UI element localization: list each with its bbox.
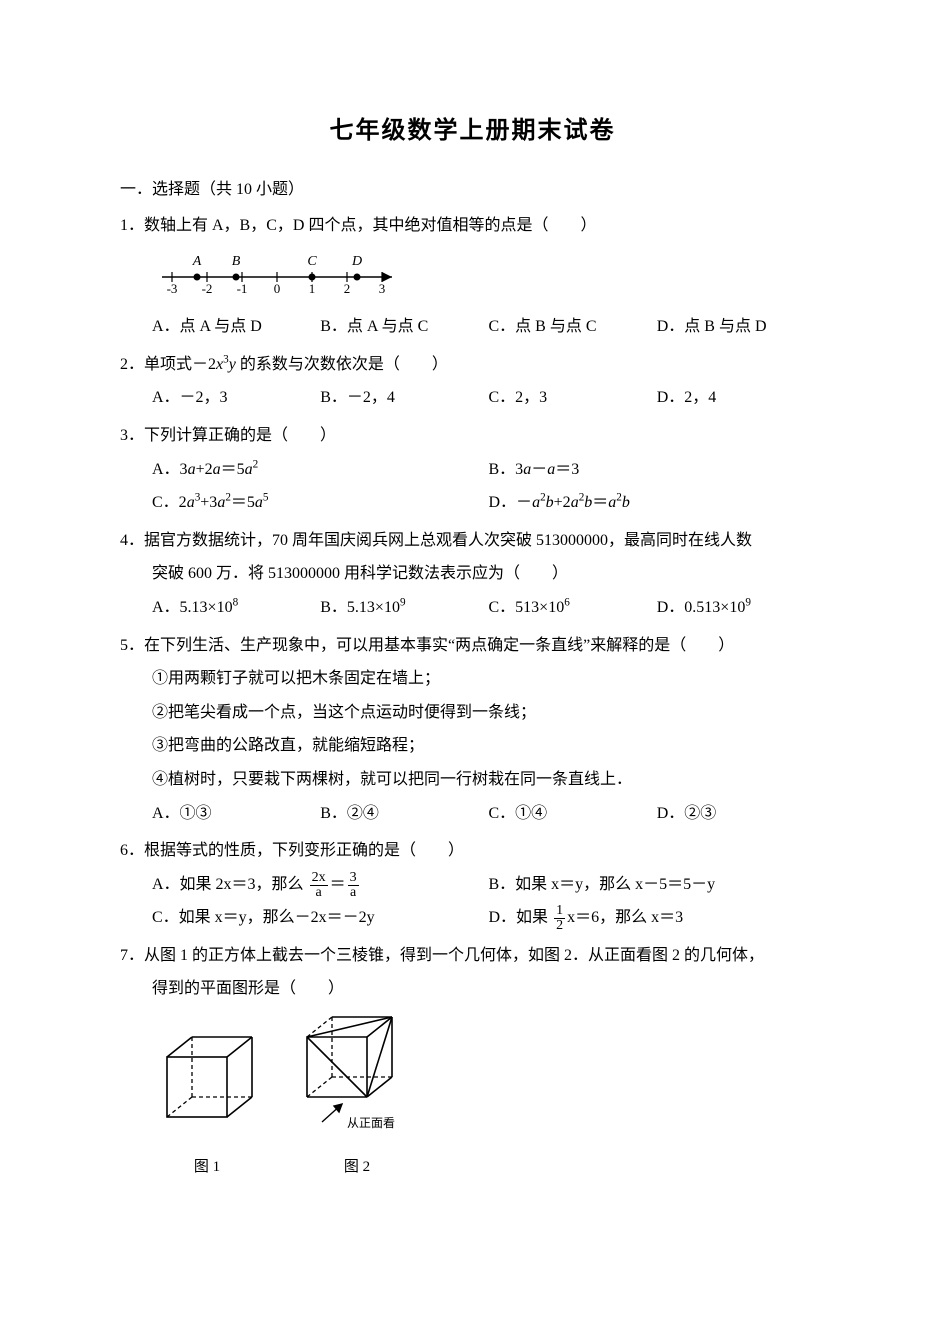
q6-a-f2n: 3 [348, 871, 359, 886]
svg-text:-2: -2 [202, 281, 213, 294]
q1-opt-d: D．点 B 与点 D [657, 310, 825, 344]
question-6: 6．根据等式的性质，下列变形正确的是（ ） A．如果 2x＝3，那么 2xa＝3… [120, 834, 825, 935]
question-3: 3．下列计算正确的是（ ） A．3a+2a＝5a2 B．3a－a＝3 C．2a3… [120, 419, 825, 520]
q6-options-row2: C．如果 x＝y，那么－2x＝－2y D．如果 12x＝6，那么 x＝3 [120, 901, 825, 935]
q5-opt-b: B．②④ [320, 797, 488, 831]
q4-line2: 突破 600 万．将 513000000 用科学记数法表示应为（ ） [120, 557, 825, 591]
q1-stem: 1．数轴上有 A，B，C，D 四个点，其中绝对值相等的点是（ ） [120, 209, 825, 243]
exam-page: 七年级数学上册期末试卷 一．选择题（共 10 小题） 1．数轴上有 A，B，C，… [0, 0, 945, 1337]
q5-opt-d: D．②③ [657, 797, 825, 831]
q5-stem: 5．在下列生活、生产现象中，可以用基本事实“两点确定一条直线”来解释的是（ ） [120, 629, 825, 663]
q4-opt-b: B．5.13×109 [320, 591, 488, 625]
q4-line1: 4．据官方数据统计，70 周年国庆阅兵网上总观看人次突破 513000000，最… [120, 524, 825, 558]
q5-l3: ③把弯曲的公路改直，就能缩短路程； [120, 729, 825, 763]
q4-opt-d: D．0.513×109 [657, 591, 825, 625]
q6-opt-b: B．如果 x＝y，那么 x－5＝5－y [489, 868, 826, 902]
svg-text:3: 3 [379, 281, 386, 294]
section-1-head: 一．选择题（共 10 小题） [120, 175, 825, 199]
q6-opt-d: D．如果 12x＝6，那么 x＝3 [489, 901, 826, 935]
q2-options: A．－2，3 B．－2，4 C．2，3 D．2，4 [120, 381, 825, 415]
q7-fig2: 从正面看 图 2 [292, 1012, 422, 1183]
question-5: 5．在下列生活、生产现象中，可以用基本事实“两点确定一条直线”来解释的是（ ） … [120, 629, 825, 831]
q7-figures: 图 1 [120, 1012, 825, 1183]
q7-fig1-caption: 图 1 [152, 1152, 262, 1184]
q3-opt-c: C．2a3+3a2＝5a5 [152, 486, 489, 520]
q6-opt-c: C．如果 x＝y，那么－2x＝－2y [152, 901, 489, 935]
q6-a-pre: A．如果 2x＝3，那么 [152, 876, 308, 893]
q1-opt-a: A．点 A 与点 D [152, 310, 320, 344]
question-7: 7．从图 1 的正方体上截去一个三棱锥，得到一个几何体，如图 2．从正面看图 2… [120, 939, 825, 1183]
svg-text:-1: -1 [237, 281, 248, 294]
q2-post: 的系数与次数依次是（ ） [236, 356, 448, 373]
svg-text:D: D [351, 254, 362, 269]
svg-text:2: 2 [344, 281, 351, 294]
q7-arrow-label: 从正面看 [347, 1116, 395, 1130]
q4-opt-a: A．5.13×108 [152, 591, 320, 625]
q2-opt-b: B．－2，4 [320, 381, 488, 415]
question-1: 1．数轴上有 A，B，C，D 四个点，其中绝对值相等的点是（ ） -3 [120, 209, 825, 344]
page-title: 七年级数学上册期末试卷 [120, 110, 825, 145]
q5-opt-a: A．①③ [152, 797, 320, 831]
question-4: 4．据官方数据统计，70 周年国庆阅兵网上总观看人次突破 513000000，最… [120, 524, 825, 625]
q6-a-f1n: 2x [310, 871, 328, 886]
q5-options: A．①③ B．②④ C．①④ D．②③ [120, 797, 825, 831]
q1-opt-b: B．点 A 与点 C [320, 310, 488, 344]
q6-opt-a: A．如果 2x＝3，那么 2xa＝3a [152, 868, 489, 902]
q7-fig1: 图 1 [152, 1027, 262, 1183]
q3-options-row2: C．2a3+3a2＝5a5 D．－a2b+2a2b＝a2b [120, 486, 825, 520]
q2-opt-a: A．－2，3 [152, 381, 320, 415]
q2-stem: 2．单项式－2x3y 的系数与次数依次是（ ） [120, 348, 825, 382]
q6-d-fd: 2 [554, 919, 565, 933]
svg-text:C: C [307, 254, 317, 269]
q6-d-pre: D．如果 [489, 909, 553, 926]
q4-options: A．5.13×108 B．5.13×109 C．513×106 D．0.513×… [120, 591, 825, 625]
q6-options-row1: A．如果 2x＝3，那么 2xa＝3a B．如果 x＝y，那么 x－5＝5－y [120, 868, 825, 902]
q2-opt-d: D．2，4 [657, 381, 825, 415]
question-2: 2．单项式－2x3y 的系数与次数依次是（ ） A．－2，3 B．－2，4 C．… [120, 348, 825, 415]
q2-opt-c: C．2，3 [489, 381, 657, 415]
q7-line1: 7．从图 1 的正方体上截去一个三棱锥，得到一个几何体，如图 2．从正面看图 2… [120, 939, 825, 973]
q6-a-mid: ＝ [330, 876, 346, 893]
q4-opt-c: C．513×106 [489, 591, 657, 625]
q5-l2: ②把笔尖看成一个点，当这个点运动时便得到一条线； [120, 696, 825, 730]
q3-options-row1: A．3a+2a＝5a2 B．3a－a＝3 [120, 453, 825, 487]
q1-options: A．点 A 与点 D B．点 A 与点 C C．点 B 与点 C D．点 B 与… [120, 310, 825, 344]
svg-text:0: 0 [274, 281, 281, 294]
q5-opt-c: C．①④ [489, 797, 657, 831]
q7-line2: 得到的平面图形是（ ） [120, 972, 825, 1006]
q1-opt-c: C．点 B 与点 C [489, 310, 657, 344]
q5-l4: ④植树时，只要栽下两棵树，就可以把同一行树栽在同一条直线上． [120, 763, 825, 797]
q6-a-f2d: a [348, 886, 359, 900]
q7-fig2-caption: 图 2 [292, 1152, 422, 1184]
svg-text:B: B [232, 254, 241, 269]
svg-text:-3: -3 [167, 281, 178, 294]
svg-text:A: A [192, 254, 202, 269]
q3-opt-a: A．3a+2a＝5a2 [152, 453, 489, 487]
q3-opt-d: D．－a2b+2a2b＝a2b [489, 486, 826, 520]
svg-text:1: 1 [309, 281, 316, 294]
q6-d-fn: 1 [554, 904, 565, 919]
q3-stem: 3．下列计算正确的是（ ） [120, 419, 825, 453]
q2-pre: 2．单项式－2 [120, 356, 216, 373]
q3-opt-b: B．3a－a＝3 [489, 453, 826, 487]
q6-d-post: x＝6，那么 x＝3 [567, 909, 683, 926]
q6-a-f1d: a [310, 886, 328, 900]
q1-numberline: -3 -2 -1 0 1 2 3 A B C D [120, 239, 825, 307]
q6-stem: 6．根据等式的性质，下列变形正确的是（ ） [120, 834, 825, 868]
q5-l1: ①用两颗钉子就可以把木条固定在墙上； [120, 662, 825, 696]
